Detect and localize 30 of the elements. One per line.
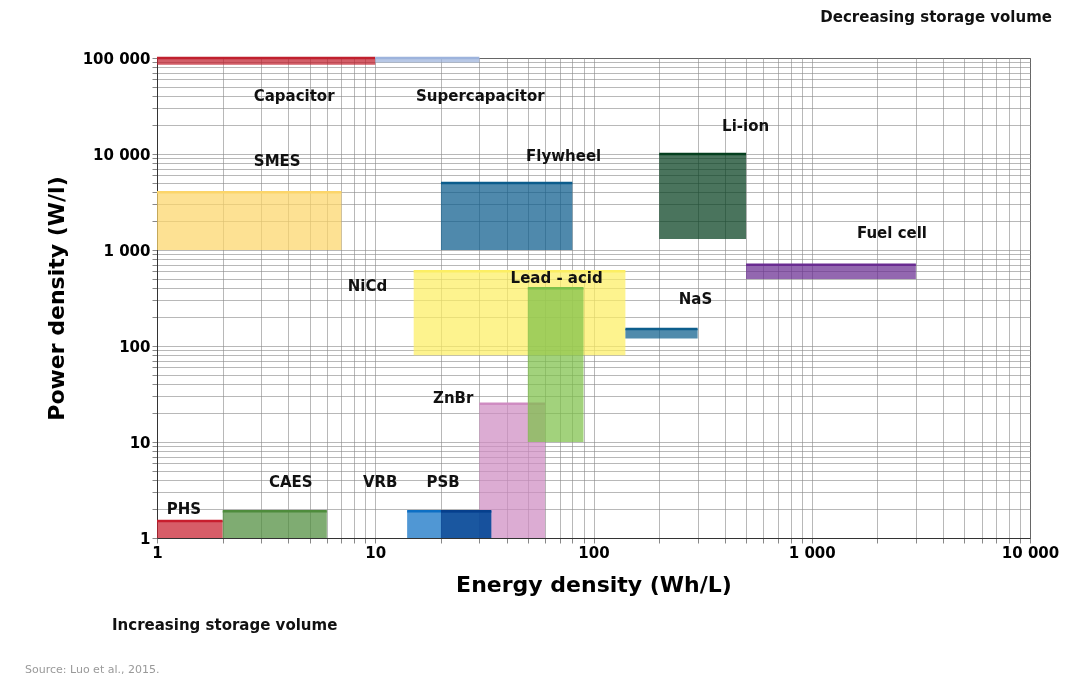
source-note: Source: Luo et al., 2015. bbox=[25, 663, 160, 676]
y-axis-title: Power density (W/l) bbox=[43, 176, 69, 421]
series-label: SMES bbox=[253, 152, 301, 171]
series-label: VRB bbox=[362, 473, 398, 492]
x-tick-label: 10 bbox=[365, 543, 387, 562]
y-tick-label: 1 000 bbox=[103, 241, 151, 260]
x-tick-label: 100 bbox=[578, 543, 610, 562]
x-tick-label: 1 000 bbox=[788, 543, 836, 562]
series-label: Li-ion bbox=[722, 117, 770, 135]
series-label: CAES bbox=[268, 473, 313, 492]
series-label: Fuel cell bbox=[856, 223, 928, 242]
series-label: NiCd bbox=[347, 277, 388, 296]
x-tick-label: 10 000 bbox=[1001, 543, 1060, 562]
series-label: Flywheel bbox=[526, 146, 602, 165]
series-label: Supercapacitor bbox=[416, 87, 546, 105]
series-label: NaS bbox=[678, 290, 713, 309]
series-label: ZnBr bbox=[433, 388, 475, 407]
x-axis-title: Energy density (Wh/L) bbox=[456, 571, 732, 597]
y-tick-label: 1 bbox=[140, 529, 151, 548]
series-label: PHS bbox=[166, 500, 202, 519]
y-tick-label: 10 bbox=[129, 433, 151, 452]
series-label: Lead - acid bbox=[510, 269, 603, 288]
y-tick-label: 10 000 bbox=[93, 145, 151, 164]
text: Increasing storage volume bbox=[112, 616, 338, 634]
y-tick-label: 100 bbox=[119, 337, 151, 356]
series-label: Capacitor bbox=[253, 87, 336, 105]
series-label: PSB bbox=[426, 473, 460, 492]
text: Decreasing storage volume bbox=[820, 8, 1052, 26]
x-tick-label: 1 bbox=[152, 543, 163, 562]
y-tick-label: 100 000 bbox=[82, 49, 151, 68]
